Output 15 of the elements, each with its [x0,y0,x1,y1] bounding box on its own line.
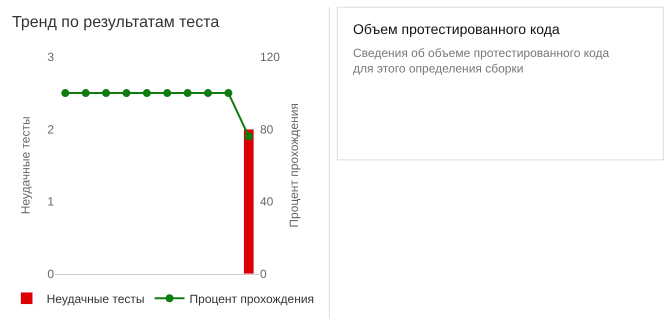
y-axis-title: Неудачные тесты [18,116,33,214]
text: Объем протестированного кода [353,21,560,37]
y-tick-label: 3 [47,50,54,64]
y2-tick-label: 40 [260,194,274,209]
legend-label: Процент прохождения [190,292,314,306]
y2-tick-label: 0 [260,266,267,281]
y-tick-label: 0 [47,266,54,281]
chart-title: Тренд по результатам теста [12,14,220,31]
text: Сведения об объеме протестированного кода для этого определения сборки [353,46,610,76]
legend-label: Неудачные тесты [46,292,145,306]
y2-tick-label: 120 [260,50,280,64]
y-tick-label: 2 [47,122,54,136]
y2-axis-title: Процент прохождения [287,103,302,228]
y-tick-label: 1 [47,194,54,209]
y2-tick-label: 80 [260,122,274,136]
